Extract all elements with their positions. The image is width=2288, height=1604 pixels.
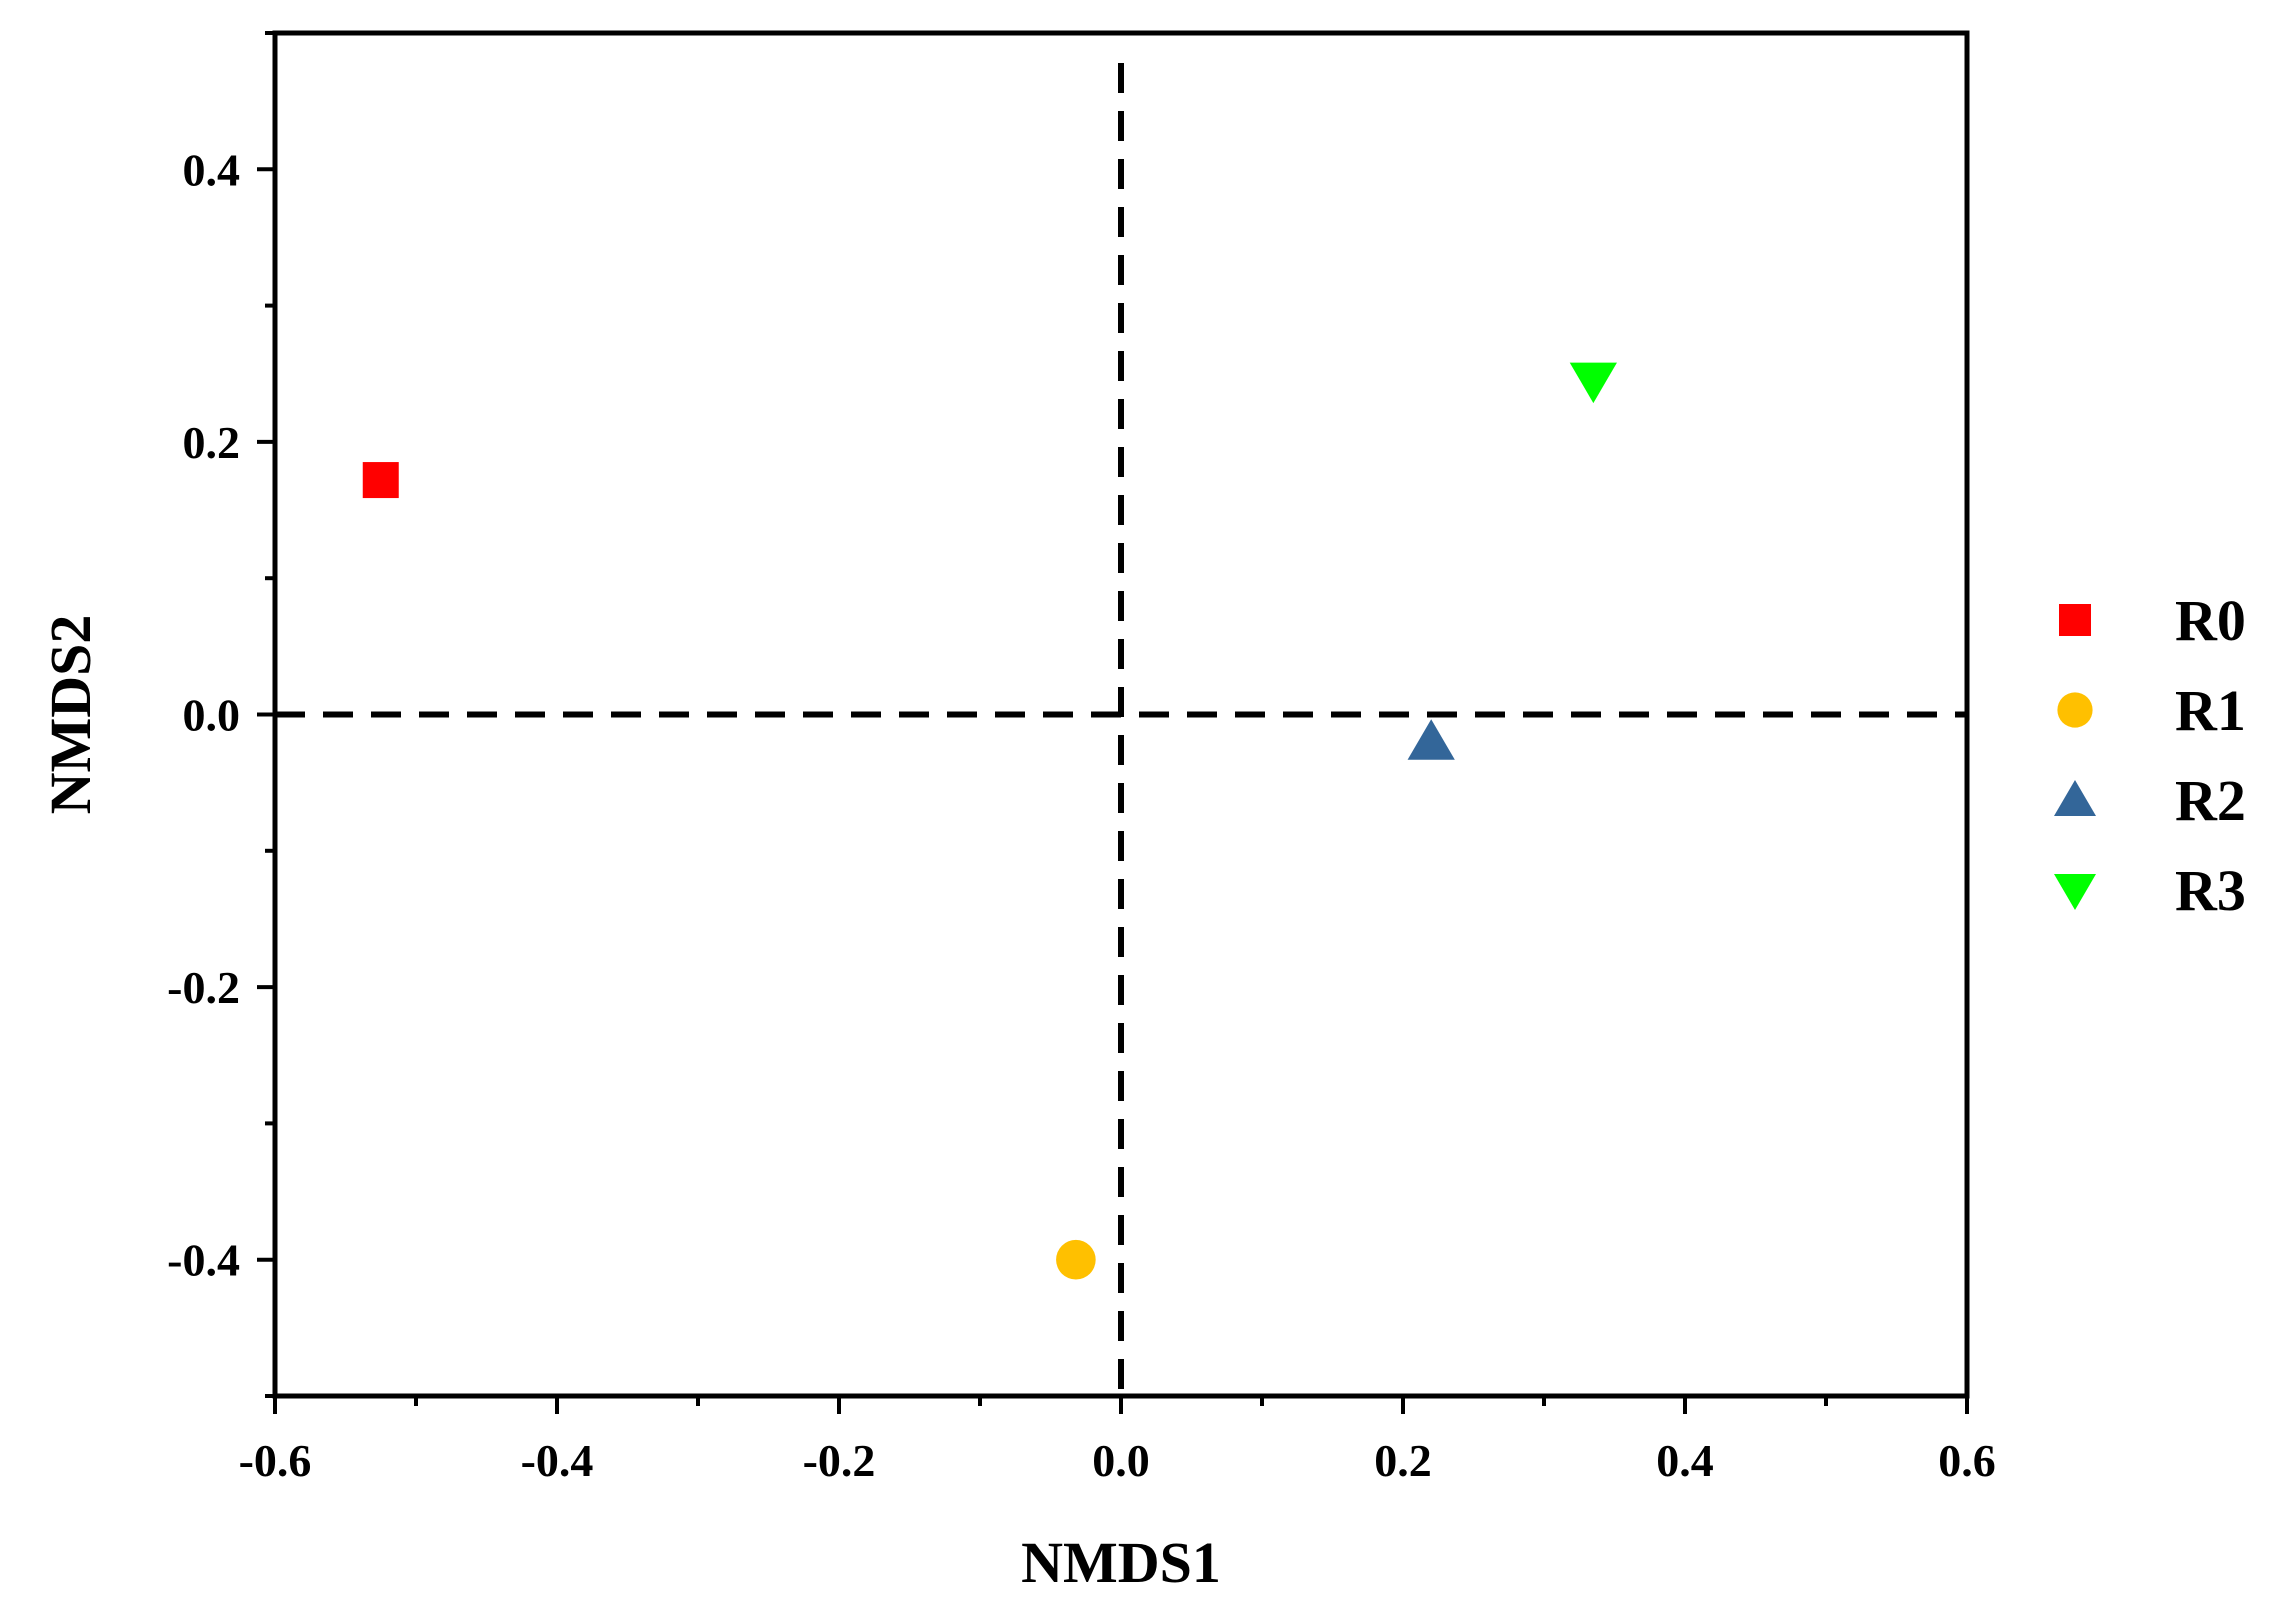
y-axis-title: NMDS2 (38, 615, 103, 815)
point-r2 (1407, 719, 1455, 760)
y-tick-label: 0.2 (183, 417, 241, 468)
x-tick-label: -0.2 (803, 1435, 876, 1486)
data-points (362, 362, 1617, 1280)
point-r3 (1569, 362, 1617, 404)
reference-lines (275, 63, 1967, 1396)
legend-label-r3: R3 (2175, 858, 2246, 923)
y-tick-label: 0.0 (183, 690, 241, 741)
y-tick-label: -0.2 (167, 962, 240, 1013)
legend-marker-r1 (2057, 692, 2093, 728)
y-tick-label: 0.4 (183, 144, 241, 195)
x-tick-label: 0.4 (1656, 1435, 1714, 1486)
legend-label-r2: R2 (2175, 768, 2246, 833)
legend-label-r1: R1 (2175, 678, 2246, 743)
legend-marker-r0 (2059, 604, 2091, 636)
legend-label-r0: R0 (2175, 588, 2246, 653)
point-r1 (1056, 1239, 1096, 1280)
point-r0 (362, 462, 399, 499)
legend-marker-r2 (2054, 780, 2096, 816)
x-tick-label: -0.4 (521, 1435, 594, 1486)
x-tick-label: 0.2 (1374, 1435, 1432, 1486)
x-tick-label: 0.0 (1092, 1435, 1150, 1486)
legend: R0 R1 R2 R3 (2054, 588, 2246, 923)
axes: -0.6 -0.4 -0.2 0.0 0.2 0.4 0.6 -0.4 -0.2 0.0 0.2 0.… (167, 30, 1996, 1486)
x-tick-label: 0.6 (1938, 1435, 1996, 1486)
x-axis-title: NMDS1 (1021, 1530, 1221, 1595)
legend-marker-r3 (2054, 874, 2096, 910)
y-tick-label: -0.4 (167, 1235, 240, 1286)
x-tick-label: -0.6 (239, 1435, 312, 1486)
